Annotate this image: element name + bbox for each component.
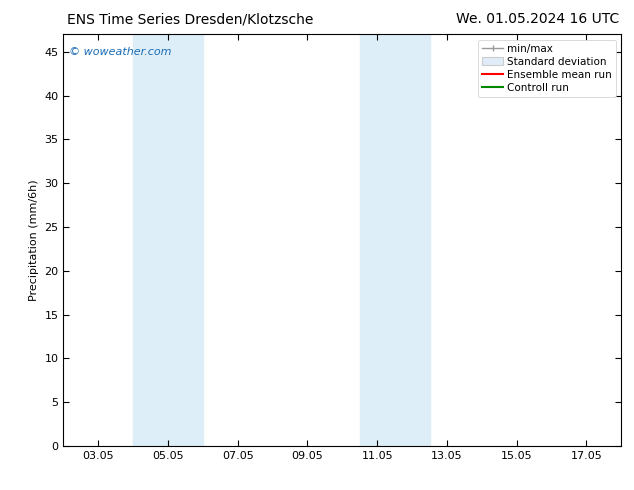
Bar	[133, 34, 203, 446]
Text: ENS Time Series Dresden/Klotzsche: ENS Time Series Dresden/Klotzsche	[67, 12, 313, 26]
Y-axis label: Precipitation (mm/6h): Precipitation (mm/6h)	[29, 179, 39, 301]
Bar	[360, 34, 430, 446]
Text: © woweather.com: © woweather.com	[69, 47, 171, 57]
Text: We. 01.05.2024 16 UTC: We. 01.05.2024 16 UTC	[456, 12, 619, 26]
Legend: min/max, Standard deviation, Ensemble mean run, Controll run: min/max, Standard deviation, Ensemble me…	[478, 40, 616, 97]
